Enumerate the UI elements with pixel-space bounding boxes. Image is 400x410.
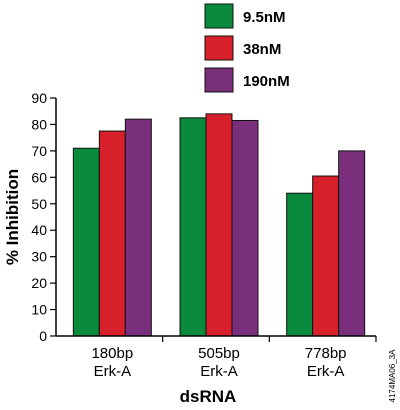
y-tick-label: 50 [31,196,47,212]
bar [231,119,259,337]
y-tick-label: 20 [31,275,47,291]
bar [286,192,314,337]
legend-label: 38nM [243,41,281,58]
y-tick-label: 0 [39,328,47,344]
figure-code: 4174MA06_3A [388,349,397,403]
x-tick-label: 505bp Erk-A [198,345,240,380]
y-tick-label: 40 [31,222,47,238]
legend-swatch [204,35,234,61]
bar [205,113,233,337]
y-tick-label: 10 [31,302,47,318]
y-tick-label: 30 [31,249,47,265]
y-tick-label: 90 [31,90,47,106]
legend-swatch [204,3,234,29]
bar [124,118,152,337]
legend-swatch [204,67,234,93]
bar [98,130,126,337]
bars [72,113,366,337]
legend-label: 190nM [243,73,290,90]
legend-label: 9.5nM [243,9,286,26]
x-tick-label: 778bp Erk-A [305,345,347,380]
bar [312,175,340,337]
bar [179,117,207,337]
y-tick-label: 60 [31,169,47,185]
x-tick-label: 180bp Erk-A [91,345,133,380]
y-axis-title: % Inhibition [3,169,22,265]
bar [72,147,100,337]
x-axis-title: dsRNA [180,387,237,406]
axes: 0 10 20 30 40 50 60 70 80 90 180bp Erk-A 505bp Erk-A 7… [31,90,377,380]
legend: 9.5nM 38nM 190nM [204,3,290,93]
y-tick-label: 70 [31,143,47,159]
bar [338,150,366,337]
y-tick-label: 80 [31,116,47,132]
